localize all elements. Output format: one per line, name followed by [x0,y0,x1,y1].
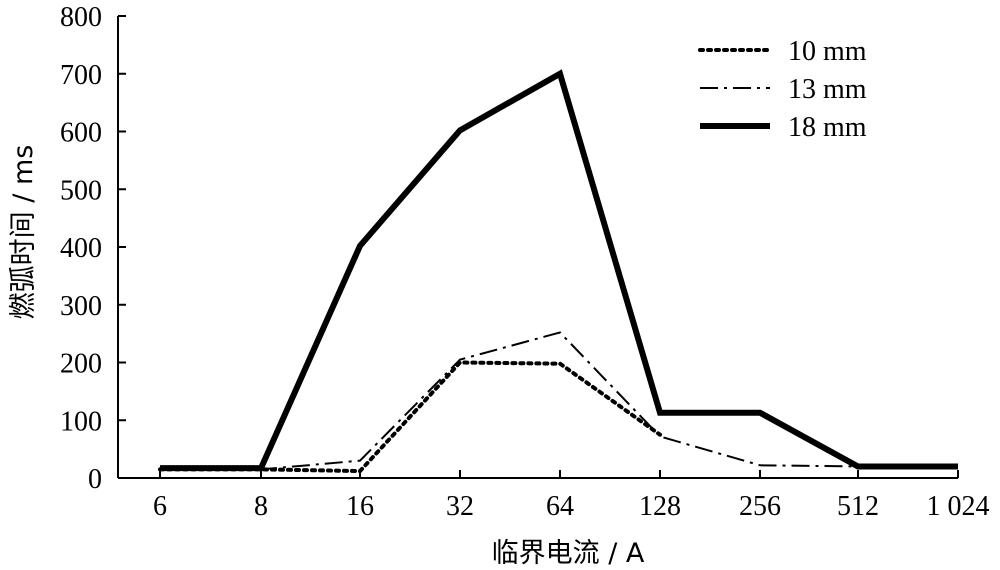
y-tick-label: 800 [60,2,102,33]
x-tick-label: 64 [546,491,574,522]
x-tick-label: 6 [153,491,167,522]
x-tick-label: 128 [639,491,681,522]
y-tick-label: 100 [60,406,102,437]
y-tick-label: 600 [60,118,102,149]
x-axis-title: 临界电流 / A [492,538,645,569]
series-line-10mm [158,360,662,474]
x-tick-label: 16 [346,491,374,522]
x-tick-label: 1 024 [927,491,990,522]
series-line-13mm [160,331,958,471]
series-layer [158,69,958,474]
axes: 0 100 200 300 400 500 600 700 800 6 8 16 32 64 128 256 5… [60,2,990,522]
y-tick-label: 700 [60,60,102,91]
series-line-18mm [160,69,958,472]
x-tick-label: 256 [739,491,781,522]
legend-label: 18 mm [788,112,867,143]
legend-label: 10 mm [788,36,867,67]
y-tick-label: 400 [60,233,102,264]
x-tick-label: 512 [837,491,879,522]
y-tick-label: 500 [60,175,102,206]
y-tick-label: 300 [60,291,102,322]
legend-label: 13 mm [788,74,867,105]
y-axis-title: 燃弧时间 / ms [8,145,39,320]
legend: 10 mm 13 mm 18 mm [698,36,867,143]
y-tick-label: 0 [88,464,102,495]
y-tick-label: 200 [60,349,102,380]
x-tick-label: 32 [446,491,474,522]
x-tick-label: 8 [254,491,268,522]
